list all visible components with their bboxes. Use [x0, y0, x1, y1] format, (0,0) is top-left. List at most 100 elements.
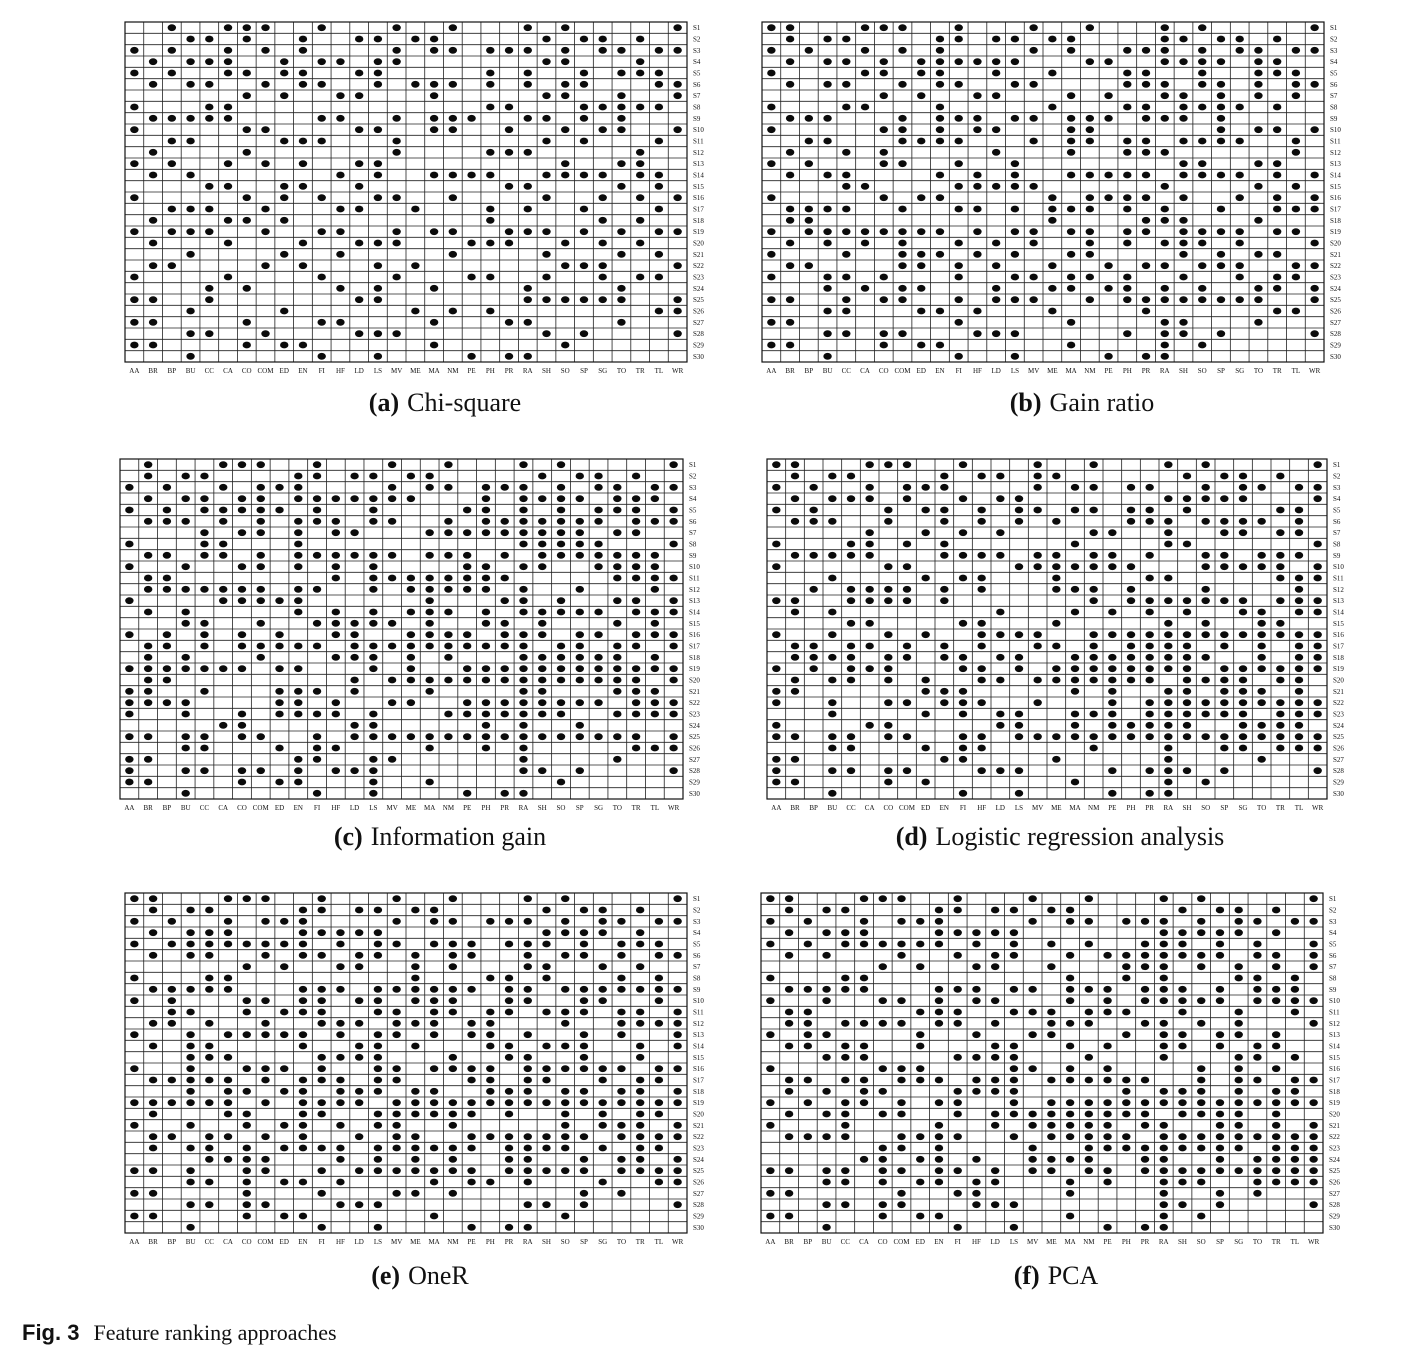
data-point-S14-BU [828, 608, 837, 616]
data-point-S18-SH [1178, 1087, 1187, 1095]
data-point-S19-AA [130, 228, 139, 236]
y-tick-label: S9 [1329, 986, 1337, 994]
data-point-S3-NM [1089, 483, 1098, 491]
data-point-S28-LD [354, 330, 364, 338]
data-point-S2-EN [294, 472, 303, 480]
data-point-S17-PH [1122, 1076, 1131, 1084]
data-point-S12-MA [425, 585, 434, 593]
data-point-S13-BU [186, 1031, 195, 1039]
data-point-S7-ED [917, 92, 926, 100]
data-point-S5-LD [991, 69, 1001, 77]
data-point-S9-MA [1066, 114, 1076, 122]
data-point-S12-COM [256, 585, 265, 593]
y-tick-label: S13 [689, 597, 700, 605]
data-point-S22-CO [884, 699, 893, 707]
data-point-S3-CA [860, 46, 870, 54]
data-point-S20-LD [996, 676, 1005, 684]
x-tick-label: SP [1216, 1238, 1224, 1246]
data-point-S21-SH [1182, 687, 1192, 695]
data-point-S20-SP [1220, 676, 1229, 684]
data-point-S3-TO [1253, 917, 1262, 925]
data-point-S8-TO [617, 974, 626, 982]
data-point-S4-SP [1216, 58, 1226, 66]
y-tick-label: S9 [693, 986, 701, 994]
data-point-S21-FI [312, 687, 322, 695]
data-point-S18-PR [1145, 653, 1154, 661]
y-tick-label: S16 [1330, 194, 1341, 202]
data-point-S15-CA [223, 182, 233, 190]
data-point-S10-FI [317, 997, 326, 1005]
data-point-S4-LS [369, 495, 378, 503]
data-point-S3-RA [1159, 917, 1168, 925]
data-point-S17-SH [542, 1076, 551, 1084]
data-point-S4-EN [935, 58, 945, 66]
data-point-S3-COM [902, 483, 912, 491]
data-point-S23-COM [897, 1144, 906, 1152]
data-point-S18-TL [1290, 1087, 1300, 1095]
x-tick-label: SH [1183, 804, 1192, 812]
data-point-S4-MV [387, 495, 397, 503]
data-point-S22-SO [1197, 1133, 1206, 1141]
data-point-S6-COM [261, 80, 270, 88]
x-tick-label: HF [336, 367, 345, 375]
data-point-S8-CA [860, 103, 870, 111]
data-point-S17-SP [1216, 205, 1226, 213]
data-point-S5-TL [654, 940, 664, 948]
y-tick-label: S20 [1329, 1111, 1340, 1119]
data-point-S15-LS [369, 619, 378, 627]
data-point-S1-NM [1089, 461, 1098, 469]
data-point-S21-TR [1271, 1121, 1281, 1129]
data-point-S22-SH [538, 699, 547, 707]
data-point-S15-CC [200, 619, 209, 627]
data-point-S1-NM [448, 895, 458, 903]
data-point-S3-TL [1291, 46, 1301, 54]
data-point-S5-AA [130, 940, 139, 948]
data-point-S11-SH [1179, 137, 1188, 145]
data-point-S27-FI [317, 1189, 326, 1197]
data-point-S24-RA [519, 721, 528, 729]
data-point-S23-TL [650, 710, 660, 718]
data-point-S4-RA [1159, 929, 1168, 937]
x-tick-label: CA [223, 367, 233, 375]
data-point-S23-PR [500, 710, 509, 718]
data-point-S25-TO [1257, 733, 1266, 741]
data-point-S19-SG [1235, 228, 1244, 236]
data-point-S2-BU [822, 906, 831, 914]
data-point-S9-TO [617, 985, 626, 993]
x-tick-label: NM [1083, 1238, 1095, 1246]
data-point-S8-CC [846, 540, 856, 548]
data-point-S23-FI [958, 710, 968, 718]
data-point-S11-PR [500, 574, 509, 582]
data-point-S16-ME [406, 631, 416, 639]
y-tick-label: S26 [693, 308, 704, 316]
data-point-S14-SO [1198, 171, 1207, 179]
data-point-S23-SH [1178, 1144, 1187, 1152]
data-point-S21-MV [392, 1121, 401, 1129]
data-point-S2-LD [996, 472, 1005, 480]
data-point-S17-ME [1047, 1076, 1056, 1084]
data-point-S30-PR [1140, 1223, 1150, 1231]
data-point-S12-COM [902, 585, 912, 593]
data-point-S22-CA [223, 1133, 233, 1141]
data-point-S19-MA [429, 1099, 439, 1107]
data-point-S15-SG [1234, 1053, 1243, 1061]
x-tick-label: CC [205, 367, 215, 375]
data-point-S30-PE [1104, 352, 1113, 360]
data-point-S10-WR [1310, 126, 1319, 134]
data-point-S23-MV [1029, 273, 1038, 281]
data-point-S14-PE [1103, 1042, 1112, 1050]
data-point-S19-ME [1052, 665, 1061, 673]
data-point-S4-TL [650, 495, 660, 503]
data-point-S25-WR [673, 296, 682, 304]
data-point-S3-PR [500, 483, 509, 491]
data-point-S28-EN [294, 767, 303, 775]
data-point-S15-TR [1276, 619, 1285, 627]
data-point-S22-EN [294, 699, 303, 707]
data-point-S19-NM [1085, 228, 1095, 236]
data-point-S12-BR [785, 148, 795, 156]
data-point-S16-ED [916, 1065, 925, 1073]
data-point-S19-CO [884, 665, 893, 673]
x-tick-label: LS [374, 367, 382, 375]
data-point-S3-PH [481, 483, 491, 491]
y-tick-label: S7 [689, 529, 697, 537]
